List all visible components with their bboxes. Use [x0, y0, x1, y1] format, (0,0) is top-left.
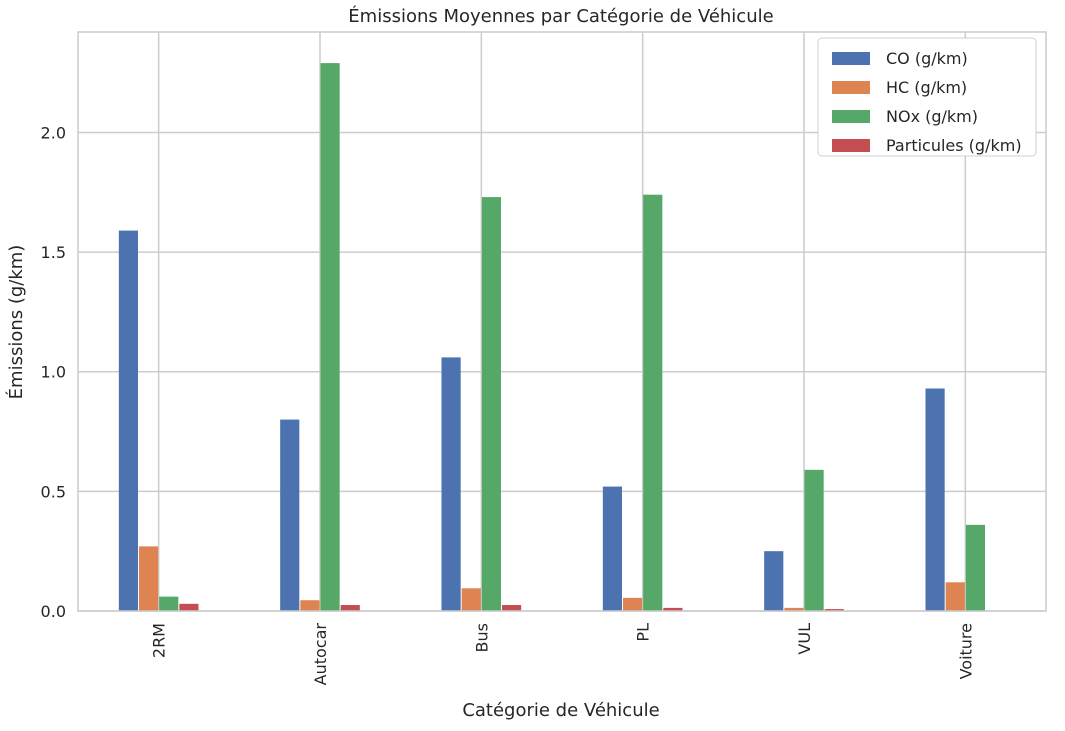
x-tick-label: VUL: [795, 623, 814, 655]
bar: [441, 357, 461, 611]
plot-frame: [77, 31, 1047, 612]
x-tick-label: 2RM: [150, 623, 169, 658]
y-tick-label: 1.5: [41, 243, 66, 262]
bar: [764, 551, 784, 611]
bar: [179, 603, 199, 611]
y-tick-label: 2.0: [41, 123, 66, 142]
x-axis-title: Catégorie de Véhicule: [462, 700, 659, 721]
x-tick-label: PL: [634, 623, 653, 642]
bar: [643, 194, 663, 611]
x-tick-label: Autocar: [311, 623, 330, 686]
bar: [965, 524, 985, 611]
bar: [118, 230, 138, 611]
legend: CO (g/km) HC (g/km) NOx (g/km) Particules (…: [817, 37, 1037, 157]
y-tick-label: 0.0: [41, 602, 66, 621]
grid-layer: [78, 32, 1046, 612]
legend-swatch: [832, 52, 870, 65]
bar: [300, 600, 320, 611]
bar: [280, 419, 300, 611]
bar: [139, 546, 159, 611]
bar: [925, 388, 945, 611]
bar: [340, 605, 360, 611]
x-tick-label: Bus: [472, 623, 491, 652]
legend-box: [817, 37, 1037, 157]
chart-title: Émissions Moyennes par Catégorie de Véhi…: [348, 5, 773, 27]
legend-label: CO (g/km): [886, 49, 968, 68]
bar: [663, 607, 683, 611]
legend-label: Particules (g/km): [886, 136, 1022, 155]
bar: [623, 597, 643, 611]
bar: [784, 607, 804, 611]
y-tick-label: 1.0: [41, 363, 66, 382]
bar: [461, 588, 481, 611]
bar-layer: [118, 63, 1006, 611]
legend-swatch: [832, 110, 870, 123]
bar: [502, 605, 522, 611]
x-tick-label: Voiture: [956, 623, 975, 679]
y-axis-title: Émissions (g/km): [5, 245, 27, 400]
bar: [945, 582, 965, 611]
tick-layer: 0.0 0.5 1.0 1.5 2.0 2RM Autocar Bus PL VUL Voiture: [41, 123, 976, 685]
legend-swatch: [832, 139, 870, 152]
y-tick-label: 0.5: [41, 482, 66, 501]
bar: [602, 486, 622, 611]
bar: [824, 609, 844, 611]
legend-label: NOx (g/km): [886, 107, 978, 126]
legend-swatch: [832, 81, 870, 94]
bar: [159, 596, 179, 611]
bar: [804, 469, 824, 611]
bar: [320, 63, 340, 611]
bar: [481, 197, 501, 611]
legend-label: HC (g/km): [886, 78, 967, 97]
